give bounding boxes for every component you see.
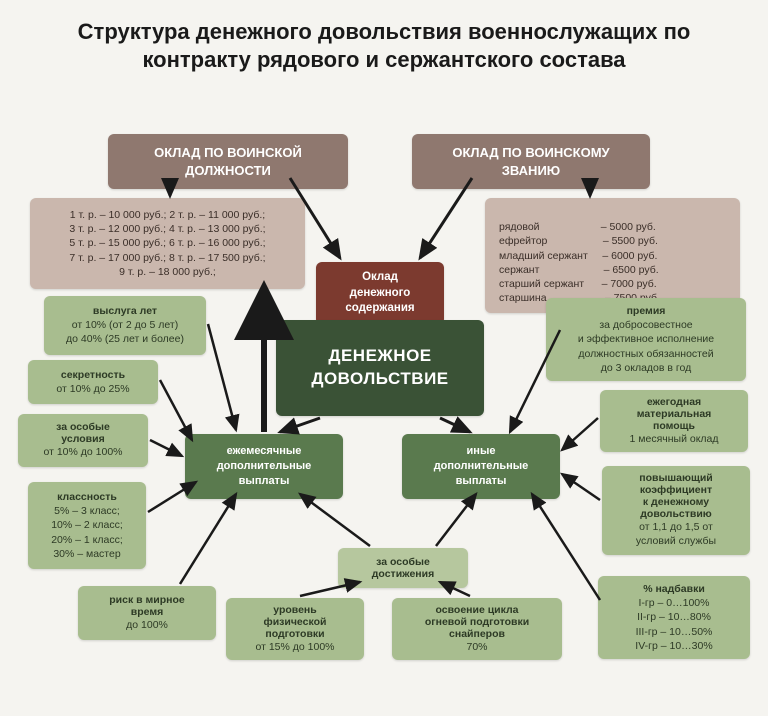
item-class-l4: 30% – мастер (40, 547, 134, 561)
item-annual-l1: 1 месячный оклад (608, 432, 740, 446)
center-salary-content: Оклад денежного содержания (316, 262, 444, 325)
item-bonus-l1: за добросовестное (554, 318, 738, 332)
item-coeff-l1: от 1,1 до 1,5 от (610, 520, 742, 534)
item-class-title: классность (40, 490, 134, 504)
item-special-title: за особыеусловия (30, 422, 136, 445)
item-achievements: за особыедостижения (338, 548, 468, 588)
center-main-l2: ДОВОЛЬСТВИЕ (276, 368, 484, 391)
sub-other-payments: иные дополнительные выплаты (402, 434, 560, 499)
item-class: классность 5% – 3 класс; 10% – 2 класс; … (28, 482, 146, 569)
sub-monthly-l1: ежемесячные (191, 444, 337, 459)
item-percent-l3: III-гр – 10…50% (606, 625, 742, 639)
item-special-conditions: за особыеусловия от 10% до 100% (18, 414, 148, 467)
item-seniority-title: выслуга лет (56, 304, 194, 318)
position-salary-line: 7 т. р. – 17 000 руб.; 8 т. р. – 17 500 … (42, 251, 293, 265)
item-secrecy: секретность от 10% до 25% (28, 360, 158, 404)
page-title: Структура денежного довольствия военносл… (0, 0, 768, 83)
item-coefficient: повышающийкоэффициентк денежномудовольст… (602, 466, 750, 555)
item-physical-l1: от 15% до 100% (232, 640, 358, 654)
item-seniority-l2: до 40% (25 лет и более) (56, 332, 194, 346)
center-salary-l3: содержания (322, 301, 438, 317)
header-rank-label: ОКЛАД ПО ВОИНСКОМУ ЗВАНИЮ (452, 145, 609, 178)
item-seniority: выслуга лет от 10% (от 2 до 5 лет) до 40… (44, 296, 206, 355)
item-bonus-title: премия (554, 304, 738, 318)
item-percent-l1: I-гр – 0…100% (606, 596, 742, 610)
rank-salary-line: сержант – 6500 руб. (499, 263, 726, 277)
item-physical-title: уровеньфизическойподготовки (232, 604, 358, 640)
sub-other-l1: иные (408, 444, 554, 459)
position-salary-line: 5 т. р. – 15 000 руб.; 6 т. р. – 16 000 … (42, 236, 293, 250)
item-bonus-l4: до 3 окладов в год (554, 361, 738, 375)
item-annual-title: ежегоднаяматериальнаяпомощь (608, 396, 740, 432)
item-special-l1: от 10% до 100% (30, 445, 136, 459)
item-sniper: освоение циклаогневой подготовкиснайперо… (392, 598, 562, 660)
item-sniper-l1: 70% (398, 640, 556, 654)
center-salary-l2: денежного (322, 286, 438, 302)
position-salary-list: 1 т. р. – 10 000 руб.; 2 т. р. – 11 000 … (30, 198, 305, 289)
center-main: ДЕНЕЖНОЕ ДОВОЛЬСТВИЕ (276, 320, 484, 416)
item-seniority-l1: от 10% (от 2 до 5 лет) (56, 318, 194, 332)
sub-other-l3: выплаты (408, 474, 554, 489)
center-salary-l1: Оклад (322, 270, 438, 286)
rank-salary-line: старший сержант – 7000 руб. (499, 277, 726, 291)
item-percent-l2: II-гр – 10…80% (606, 610, 742, 624)
item-class-l1: 5% – 3 класс; (40, 504, 134, 518)
position-salary-line: 3 т. р. – 12 000 руб.; 4 т. р. – 13 000 … (42, 222, 293, 236)
header-rank-salary: ОКЛАД ПО ВОИНСКОМУ ЗВАНИЮ (412, 134, 650, 189)
item-bonus-l2: и эффективное исполнение (554, 332, 738, 346)
sub-monthly-payments: ежемесячные дополнительные выплаты (185, 434, 343, 499)
item-class-l3: 20% – 1 класс; (40, 533, 134, 547)
position-salary-line: 1 т. р. – 10 000 руб.; 2 т. р. – 11 000 … (42, 208, 293, 222)
item-risk-title: риск в мирноевремя (90, 594, 204, 618)
item-secrecy-title: секретность (40, 368, 146, 382)
rank-salary-list: рядовой – 5000 руб.ефрейтор – 5500 руб.м… (485, 198, 740, 313)
item-risk-l1: до 100% (90, 618, 204, 632)
rank-salary-line: рядовой – 5000 руб. (499, 220, 726, 234)
item-sniper-title: освоение циклаогневой подготовкиснайперо… (398, 604, 556, 640)
sub-monthly-l3: выплаты (191, 474, 337, 489)
rank-salary-line: младший сержант – 6000 руб. (499, 249, 726, 263)
item-class-l2: 10% – 2 класс; (40, 518, 134, 532)
sub-monthly-l2: дополнительные (191, 459, 337, 474)
position-salary-line: 9 т. р. – 18 000 руб.; (42, 265, 293, 279)
item-bonus: премия за добросовестное и эффективное и… (546, 298, 746, 381)
center-main-l1: ДЕНЕЖНОЕ (276, 345, 484, 368)
item-risk: риск в мирноевремя до 100% (78, 586, 216, 640)
item-achieve-title: за особыедостижения (344, 556, 462, 580)
item-bonus-l3: должностных обязанностей (554, 347, 738, 361)
item-coeff-l2: условий службы (610, 534, 742, 548)
item-annual-aid: ежегоднаяматериальнаяпомощь 1 месячный о… (600, 390, 748, 452)
item-percent-l4: IV-гр – 10…30% (606, 639, 742, 653)
item-percent-title: % надбавки (606, 582, 742, 596)
rank-salary-line: ефрейтор – 5500 руб. (499, 234, 726, 248)
sub-other-l2: дополнительные (408, 459, 554, 474)
item-coeff-title: повышающийкоэффициентк денежномудовольст… (610, 472, 742, 520)
header-position-label: ОКЛАД ПО ВОИНСКОЙ ДОЛЖНОСТИ (154, 145, 302, 178)
header-position-salary: ОКЛАД ПО ВОИНСКОЙ ДОЛЖНОСТИ (108, 134, 348, 189)
item-secrecy-l1: от 10% до 25% (40, 382, 146, 396)
item-physical: уровеньфизическойподготовки от 15% до 10… (226, 598, 364, 660)
item-percent: % надбавки I-гр – 0…100% II-гр – 10…80% … (598, 576, 750, 659)
